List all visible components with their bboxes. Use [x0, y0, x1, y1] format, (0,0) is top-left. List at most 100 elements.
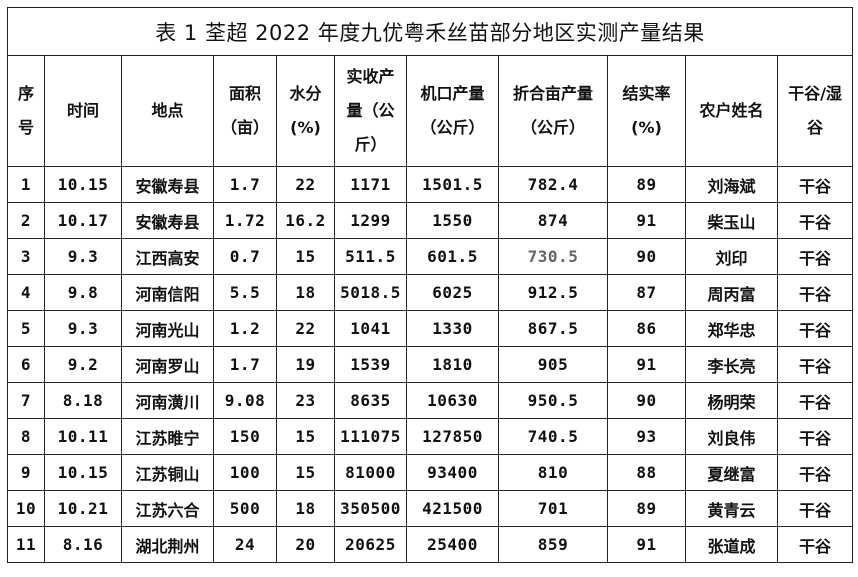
- area-cell: 24: [213, 526, 277, 563]
- farmer-name-cell: 刘印: [685, 238, 778, 275]
- actual-yield-cell: 8635: [334, 382, 407, 419]
- index-cell: 7: [7, 382, 45, 419]
- date-cell: 9.3: [44, 310, 122, 347]
- header-farmer-name-label: 农户姓名: [699, 101, 764, 120]
- farmer-name-cell: 刘海斌: [685, 166, 778, 203]
- table-row: 8 10.11 江苏睢宁 150 15 111075 127850 740.5 93 刘良伟 干谷: [7, 418, 853, 455]
- area-cell: 150: [213, 418, 277, 455]
- location-cell: 安徽寿县: [121, 166, 214, 203]
- yield-per-mu-cell: 701: [498, 490, 608, 527]
- seed-set-rate-cell: 93: [607, 418, 686, 455]
- seed-set-rate-cell: 91: [607, 202, 686, 239]
- moisture-cell: 16.2: [276, 202, 335, 239]
- machine-yield-cell: 1550: [406, 202, 499, 239]
- moisture-cell: 18: [276, 490, 335, 527]
- actual-yield-cell: 350500: [334, 490, 407, 527]
- yield-results-sheet: 表 1 荃超 2022 年度九优粤禾丝苗部分地区实测产量结果 序号 时间 地点 面积（…: [7, 7, 853, 572]
- machine-yield-cell: 10630: [406, 382, 499, 419]
- header-location-label: 地点: [151, 101, 184, 120]
- farmer-name-cell: 李长亮: [685, 346, 778, 383]
- actual-yield-cell: 1041: [334, 310, 407, 347]
- machine-yield-cell: 601.5: [406, 238, 499, 275]
- grain-type-cell: 干谷: [777, 418, 853, 455]
- seed-set-rate-cell: 89: [607, 166, 686, 203]
- seed-set-rate-cell: 90: [607, 382, 686, 419]
- table-row: 7 8.18 河南潢川 9.08 23 8635 10630 950.5 90 杨明荣 干谷: [7, 382, 853, 419]
- header-date: 时间: [44, 55, 122, 167]
- header-actual-yield: 实收产量（公斤）: [334, 55, 407, 167]
- table-row: 6 9.2 河南罗山 1.7 19 1539 1810 905 91 李长亮 干谷: [7, 346, 853, 383]
- header-seed-set-rate-label: 结实率(%): [622, 84, 671, 137]
- seed-set-rate-cell: 86: [607, 310, 686, 347]
- actual-yield-cell: 1299: [334, 202, 407, 239]
- machine-yield-cell: 25400: [406, 526, 499, 563]
- date-cell: 10.15: [44, 166, 122, 203]
- area-cell: 100: [213, 454, 277, 491]
- grain-type-cell: 干谷: [777, 526, 853, 563]
- actual-yield-cell: 1171: [334, 166, 407, 203]
- farmer-name-cell: 黄青云: [685, 490, 778, 527]
- table-row: 9 10.15 江苏铜山 100 15 81000 93400 810 88 夏继富 干谷: [7, 454, 853, 491]
- seed-set-rate-cell: 91: [607, 526, 686, 563]
- location-cell: 江苏六合: [121, 490, 214, 527]
- index-cell: 4: [7, 274, 45, 311]
- index-cell: 8: [7, 418, 45, 455]
- header-machine-yield-label: 机口产量（公斤）: [420, 84, 485, 137]
- moisture-cell: 15: [276, 418, 335, 455]
- machine-yield-cell: 1501.5: [406, 166, 499, 203]
- actual-yield-cell: 81000: [334, 454, 407, 491]
- yield-results-table: 表 1 荃超 2022 年度九优粤禾丝苗部分地区实测产量结果 序号 时间 地点 面积（…: [7, 7, 853, 563]
- moisture-cell: 15: [276, 238, 335, 275]
- farmer-name-cell: 夏继富: [685, 454, 778, 491]
- yield-per-mu-cell: 874: [498, 202, 608, 239]
- seed-set-rate-cell: 89: [607, 490, 686, 527]
- area-cell: 1.72: [213, 202, 277, 239]
- grain-type-cell: 干谷: [777, 382, 853, 419]
- index-cell: 6: [7, 346, 45, 383]
- location-cell: 江苏睢宁: [121, 418, 214, 455]
- header-area: 面积（亩）: [213, 55, 277, 167]
- grain-type-cell: 干谷: [777, 490, 853, 527]
- location-cell: 河南光山: [121, 310, 214, 347]
- farmer-name-cell: 张道成: [685, 526, 778, 563]
- date-cell: 8.18: [44, 382, 122, 419]
- header-area-label: 面积（亩）: [220, 84, 269, 137]
- location-cell: 河南信阳: [121, 274, 214, 311]
- index-cell: 2: [7, 202, 45, 239]
- yield-per-mu-cell: 782.4: [498, 166, 608, 203]
- header-index-label: 序号: [17, 84, 34, 137]
- header-moisture-label: 水分(%): [289, 84, 322, 137]
- farmer-name-cell: 刘良伟: [685, 418, 778, 455]
- yield-per-mu-cell: 859: [498, 526, 608, 563]
- header-seed-set-rate: 结实率(%): [607, 55, 686, 167]
- header-grain-type-label: 干谷/湿谷: [788, 84, 842, 137]
- actual-yield-cell: 5018.5: [334, 274, 407, 311]
- header-farmer-name: 农户姓名: [685, 55, 778, 167]
- table-row: 5 9.3 河南光山 1.2 22 1041 1330 867.5 86 郑华忠 干谷: [7, 310, 853, 347]
- machine-yield-cell: 93400: [406, 454, 499, 491]
- yield-per-mu-cell: 740.5: [498, 418, 608, 455]
- area-cell: 0.7: [213, 238, 277, 275]
- location-cell: 安徽寿县: [121, 202, 214, 239]
- grain-type-cell: 干谷: [777, 166, 853, 203]
- header-date-label: 时间: [66, 101, 99, 120]
- moisture-cell: 22: [276, 166, 335, 203]
- index-cell: 10: [7, 490, 45, 527]
- seed-set-rate-cell: 90: [607, 238, 686, 275]
- date-cell: 10.21: [44, 490, 122, 527]
- grain-type-cell: 干谷: [777, 310, 853, 347]
- location-cell: 河南潢川: [121, 382, 214, 419]
- table-row: 2 10.17 安徽寿县 1.72 16.2 1299 1550 874 91 柴玉山 干谷: [7, 202, 853, 239]
- area-cell: 500: [213, 490, 277, 527]
- location-cell: 河南罗山: [121, 346, 214, 383]
- header-yield-per-mu: 折合亩产量（公斤）: [498, 55, 608, 167]
- location-cell: 湖北荆州: [121, 526, 214, 563]
- seed-set-rate-cell: 87: [607, 274, 686, 311]
- header-yield-per-mu-label: 折合亩产量（公斤）: [512, 84, 593, 137]
- actual-yield-cell: 20625: [334, 526, 407, 563]
- yield-per-mu-cell: 810: [498, 454, 608, 491]
- table-row: 11 8.16 湖北荆州 24 20 20625 25400 859 91 张道成 干谷: [7, 526, 853, 563]
- index-cell: 9: [7, 454, 45, 491]
- moisture-cell: 22: [276, 310, 335, 347]
- date-cell: 10.15: [44, 454, 122, 491]
